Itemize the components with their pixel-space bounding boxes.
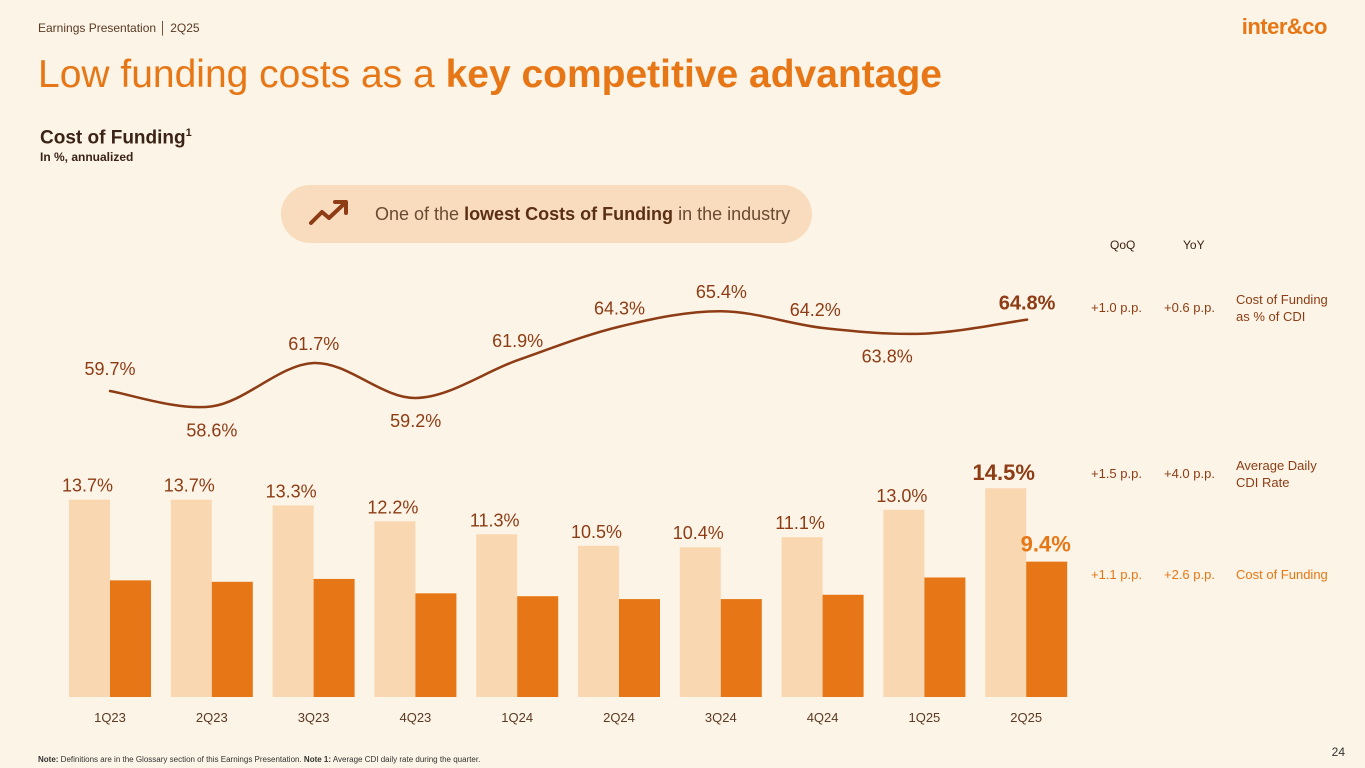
cdi-bar [781, 537, 823, 697]
cdi-rate-label-line2: CDI Rate [1236, 475, 1290, 490]
line-value-label: 64.8% [999, 293, 1056, 315]
cof-bar [313, 578, 355, 697]
chart-subtitle: In %, annualized [40, 150, 134, 164]
cof-bar [822, 594, 864, 697]
cdi-value-label: 13.7% [62, 476, 113, 496]
cdi-value-label: 13.3% [266, 481, 317, 501]
callout-text: One of the lowest Costs of Funding in th… [375, 204, 790, 225]
cdi-bar [170, 499, 212, 697]
company-logo: inter&co [1241, 14, 1328, 39]
trending-up-icon [309, 200, 348, 225]
x-tick-label: 1Q25 [908, 710, 940, 725]
line-value-label: 65.4% [696, 282, 747, 302]
cdi-value-label: 12.2% [367, 497, 418, 517]
cof-qoq: +1.1 p.p. [1091, 567, 1142, 582]
cof-value-label: 7.2% [416, 599, 455, 618]
line-value-label: 61.9% [492, 331, 543, 351]
cdi-bar [679, 547, 721, 697]
callout-suffix: in the industry [673, 204, 791, 224]
title-bold: key competitive advantage [445, 53, 942, 96]
cdi-value-label: 10.5% [571, 522, 622, 542]
cof-value-label: 6.8% [619, 605, 658, 624]
x-tick-label: 4Q24 [807, 710, 839, 725]
cof-bar [720, 599, 762, 697]
cof-value-label: 8.0% [212, 588, 251, 607]
cdi-bar [578, 545, 619, 697]
callout-pill: One of the lowest Costs of Funding in th… [281, 185, 812, 243]
cdi-rate-qoq: +1.5 p.p. [1091, 466, 1142, 481]
note-bold-2: Note 1: [303, 755, 332, 764]
line-value-label: 58.6% [186, 420, 237, 440]
footnote: Note: Definitions are in the Glossary se… [38, 755, 480, 764]
cdi-bar [374, 521, 416, 697]
line-value-label: 59.2% [390, 411, 441, 431]
cof-value-label: 8.1% [110, 586, 149, 605]
cdi-value-label: 14.5% [973, 460, 1035, 485]
chart-title-sup: 1 [185, 127, 192, 139]
cof-bar [619, 599, 660, 697]
cof-cdi-line [108, 309, 1029, 409]
line-value-label: 64.2% [790, 300, 841, 320]
cof-cdi-label-line1: Cost of Funding [1236, 292, 1328, 307]
callout-bold: lowest Costs of Funding [464, 204, 674, 224]
line-value-label: 64.3% [594, 299, 645, 319]
cof-cdi-qoq: +1.0 p.p. [1091, 300, 1142, 315]
cdi-value-label: 13.0% [876, 486, 927, 506]
x-tick-label: 3Q24 [705, 710, 737, 725]
cof-bar [517, 596, 559, 697]
note-bold-1: Note: [38, 755, 59, 764]
cof-value-label: 7.1% [823, 601, 862, 620]
cof-cdi-yoy: +0.6 p.p. [1164, 300, 1215, 315]
x-tick-label: 1Q23 [94, 710, 126, 725]
line-value-label: 63.8% [862, 347, 913, 367]
chart-title-main: Cost of Funding [40, 127, 186, 149]
page-title: Low funding costs as a key competitive a… [38, 53, 942, 97]
cof-bar [415, 593, 457, 697]
x-tick-label: 2Q25 [1010, 710, 1042, 725]
cdi-value-label: 11.1% [775, 513, 825, 533]
cdi-value-label: 11.3% [470, 510, 520, 530]
x-tick-label: 2Q24 [603, 710, 635, 725]
cdi-bar [69, 499, 110, 697]
cdi-bar [476, 534, 518, 697]
cdi-bar [985, 488, 1027, 697]
x-tick-label: 4Q23 [399, 710, 431, 725]
cof-value-label: 7.0% [517, 602, 556, 621]
cdi-value-label: 10.4% [673, 523, 724, 543]
callout-prefix: One of the [375, 204, 465, 224]
title-regular: Low funding costs as a [38, 53, 446, 96]
x-tick-label: 2Q23 [196, 710, 228, 725]
x-tick-label: 3Q23 [298, 710, 330, 725]
cof-yoy: +2.6 p.p. [1164, 567, 1215, 582]
line-value-label: 59.7% [84, 359, 135, 379]
cof-bar [924, 577, 966, 697]
note-text-2: Average CDI daily rate during the quarte… [331, 755, 481, 764]
cof-value-label: 9.4% [1021, 532, 1071, 557]
cof-cdi-label-line2: as % of CDI [1236, 309, 1306, 324]
cof-cdi-label: Cost of Funding as % of CDI [1236, 291, 1328, 325]
cof-value-label: 6.8% [721, 605, 760, 624]
line-value-label: 61.7% [288, 334, 339, 354]
cof-bar [1026, 561, 1068, 697]
cost-of-funding-chart: 13.7% 8.1% 1Q23 13.7% 8.0% 2Q23 13.3% 8.2% 3Q23 1… [62, 282, 1071, 725]
cdi-bar [883, 509, 925, 697]
cof-value-label: 8.2% [314, 585, 353, 604]
cof-bar [211, 581, 253, 697]
cdi-rate-label: Average Daily CDI Rate [1236, 457, 1317, 491]
cdi-rate-label-line1: Average Daily [1236, 458, 1317, 473]
cdi-rate-yoy: +4.0 p.p. [1164, 466, 1215, 481]
x-tick-label: 1Q24 [501, 710, 533, 725]
chart-title: Cost of Funding1 [40, 127, 192, 149]
note-text-1: Definitions are in the Glossary section … [58, 755, 304, 764]
cdi-value-label: 13.7% [164, 476, 215, 496]
cof-bar [110, 580, 151, 697]
cof-value-label: 8.3% [925, 583, 964, 602]
header-section: Earnings Presentation │ 2Q25 [38, 21, 200, 35]
cdi-bar [272, 505, 314, 697]
qoq-header: QoQ [1110, 238, 1136, 252]
cof-label: Cost of Funding [1236, 567, 1328, 582]
page-number: 24 [1331, 745, 1345, 759]
yoy-header: YoY [1183, 238, 1205, 252]
